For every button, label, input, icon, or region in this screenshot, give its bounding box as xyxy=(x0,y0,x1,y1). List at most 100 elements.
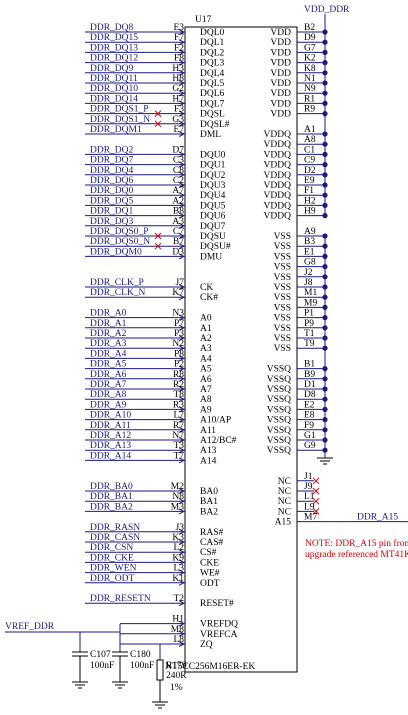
pin-number: J8 xyxy=(304,278,313,288)
pin-arrow xyxy=(178,498,186,505)
pin-name: DQL7 xyxy=(200,99,225,109)
no-connect xyxy=(312,477,320,485)
pin-name: A3 xyxy=(200,344,212,354)
pin-name: A15 xyxy=(275,518,292,528)
pin-name: VREFCA xyxy=(200,630,238,640)
junction xyxy=(322,345,328,351)
junction xyxy=(322,39,328,45)
pin-number: D7 xyxy=(172,145,184,155)
net-label: DDR_A15 xyxy=(357,513,398,523)
net-label: DDR_DQ2 xyxy=(90,145,134,155)
net-label: DDR_DQS1_P xyxy=(90,105,149,115)
net-label: DDR_CSN xyxy=(90,543,133,553)
pin-number: E1 xyxy=(304,247,315,257)
junction xyxy=(322,60,328,66)
net-label: DDR_CLK_P xyxy=(90,278,144,288)
pin-name: DQU1 xyxy=(200,161,226,171)
pin-name: CKE xyxy=(200,558,219,568)
pin-arrow xyxy=(178,151,186,158)
net-label: DDR_CASN xyxy=(90,533,140,543)
pin-arrow xyxy=(178,375,186,382)
pin-name: A14 xyxy=(200,456,217,466)
pin-name: A4 xyxy=(200,354,212,364)
pin-name: DQU3 xyxy=(200,181,226,191)
pin-number: A8 xyxy=(304,135,316,145)
pin-arrow xyxy=(178,569,186,576)
pin-number: J1 xyxy=(304,472,313,482)
pin-name: VDD xyxy=(270,69,291,79)
pin-number: C2 xyxy=(173,176,184,186)
pin-name: A11 xyxy=(200,426,216,436)
net-label: DDR_DQ6 xyxy=(90,176,134,186)
pin-number: J3 xyxy=(176,523,185,533)
net-label: DDR_A3 xyxy=(90,339,127,349)
pin-arrow xyxy=(178,426,186,433)
net-label: DDR_CKE xyxy=(90,553,134,563)
pin-number: C1 xyxy=(304,145,315,155)
pin-arrow xyxy=(178,447,186,454)
pin-name: VSSQ xyxy=(267,395,291,405)
pin-name: A10/AP xyxy=(200,416,231,426)
pin-number: E9 xyxy=(304,176,315,186)
pin-number: P3 xyxy=(174,329,184,339)
pin-number: D2 xyxy=(304,166,316,176)
pin-name: VSS xyxy=(274,324,291,334)
net-label: DDR_DQ1 xyxy=(90,207,134,217)
note-line: upgrade referenced MT41K xyxy=(305,549,408,560)
net-label: DDR_BA0 xyxy=(90,482,133,492)
junction xyxy=(322,447,328,453)
junction xyxy=(322,366,328,372)
vref-circuit xyxy=(5,624,168,709)
pin-number: R1 xyxy=(304,94,315,104)
pin-arrow xyxy=(178,457,186,464)
pin-number: D8 xyxy=(304,390,316,400)
net-label: DDR_DQ12 xyxy=(90,54,138,64)
component-ref: R179 xyxy=(166,661,187,671)
pin-number: B8 xyxy=(173,207,184,217)
pin-number: C8 xyxy=(173,166,184,176)
pin-number: F1 xyxy=(304,186,314,196)
pin-number: R8 xyxy=(173,370,184,380)
pin-arrow xyxy=(178,212,186,219)
pin-number: J9 xyxy=(304,482,313,492)
pin-name: VSS xyxy=(274,303,291,313)
pin-name: DML xyxy=(200,130,221,140)
pin-name: VSS xyxy=(274,273,291,283)
pin-arrow xyxy=(178,600,186,607)
pin-arrow xyxy=(178,345,186,352)
pin-name: DQSL xyxy=(200,110,225,120)
chip-part: NT5CC256M16ER-EK xyxy=(165,662,255,672)
component-tolerance: 1% xyxy=(170,683,183,693)
pin-name: DQL6 xyxy=(200,89,225,99)
chip-body xyxy=(184,26,298,673)
pin-number: H1 xyxy=(172,615,184,625)
pin-number: B3 xyxy=(304,237,315,247)
pin-number: K1 xyxy=(172,574,184,584)
pin-name: A5 xyxy=(200,365,212,375)
pin-arrow xyxy=(178,488,186,494)
net-label: DDR_DQ10 xyxy=(90,84,138,94)
pin-number: T3 xyxy=(173,441,184,451)
net-label: DDR_DQ11 xyxy=(90,74,138,84)
pin-arrow xyxy=(178,49,186,56)
pin-name: VSSQ xyxy=(267,365,291,375)
net-label: DDR_A2 xyxy=(90,329,127,339)
pin-number: F7 xyxy=(174,33,184,43)
pin-number: H7 xyxy=(172,94,184,104)
note-line: NOTE: DDR_A15 pin from xyxy=(305,538,408,549)
pin-name: A0 xyxy=(200,314,212,324)
component-value: 100nF xyxy=(130,661,154,671)
junction xyxy=(322,335,328,341)
pin-number: P7 xyxy=(174,319,184,329)
pin-name: DQU2 xyxy=(200,171,226,181)
net-label: DDR_DQ0 xyxy=(90,186,134,196)
pin-arrow xyxy=(178,69,186,76)
pin-arrow xyxy=(178,161,186,168)
pin-number: E3 xyxy=(173,23,184,33)
pin-name: VDD xyxy=(270,38,291,48)
pin-arrow xyxy=(178,641,186,647)
net-label: DDR_DQ7 xyxy=(90,156,134,166)
junction xyxy=(322,274,328,280)
pin-name: VSS xyxy=(274,334,291,344)
junction xyxy=(322,131,328,137)
